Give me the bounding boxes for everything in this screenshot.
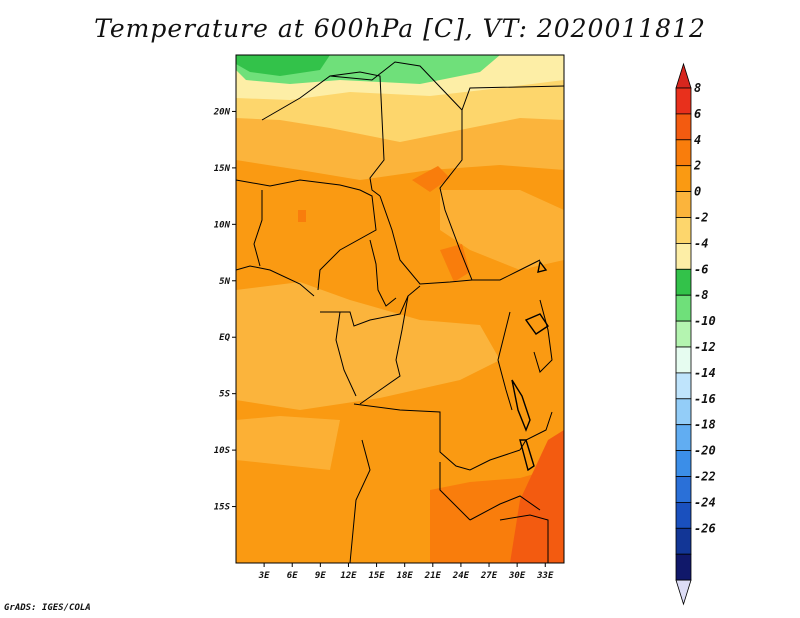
lat-tick-label: 5S xyxy=(219,390,230,400)
colorbar-label: -26 xyxy=(694,521,716,535)
map-frame xyxy=(235,54,565,564)
colorbar-swatch xyxy=(675,450,692,477)
lat-tick-label: 20N xyxy=(213,107,231,117)
lon-tick-label: 6E xyxy=(287,571,298,581)
colorbar-label: 2 xyxy=(693,159,701,173)
lon-tick-label: 12E xyxy=(340,571,357,581)
lon-tick-label: 27E xyxy=(480,571,498,581)
colorbar-swatch xyxy=(675,268,692,296)
colorbar-swatch xyxy=(675,527,692,555)
lat-tick-label: 10N xyxy=(214,220,231,230)
colorbar-label: -20 xyxy=(694,444,716,458)
country-borders xyxy=(235,61,565,564)
lat-tick-label: 5N xyxy=(219,277,230,287)
colorbar-bottom-arrow xyxy=(675,579,692,606)
colorbar-swatch xyxy=(675,501,692,529)
colorbar-label: -12 xyxy=(694,340,716,354)
lat-tick-label: 15S xyxy=(214,503,231,513)
longitude-axis: 3E 6E 9E 12E 15E 18E 21E 24E 27E 30E 33E xyxy=(258,563,554,581)
lon-tick-label: 21E xyxy=(424,571,442,581)
colorbar-label: -10 xyxy=(694,314,716,328)
colorbar-label: 6 xyxy=(694,107,701,121)
colorbar-label: -6 xyxy=(694,262,708,276)
colorbar-swatch xyxy=(675,165,692,192)
colorbar-label: 8 xyxy=(694,81,701,95)
colorbar-swatch xyxy=(675,294,692,322)
colorbar-swatch xyxy=(675,476,692,503)
colorbar-label: 0 xyxy=(694,185,701,199)
colorbar-label: -14 xyxy=(694,366,716,380)
colorbar-swatch xyxy=(675,398,692,426)
lat-tick-label: 10S xyxy=(214,446,231,456)
colorbar-swatch xyxy=(675,424,692,452)
colorbar-label: -8 xyxy=(694,288,708,302)
colorbar-swatch xyxy=(675,553,692,581)
colorbar-label: -16 xyxy=(694,392,716,406)
colorbar-swatch xyxy=(675,113,692,141)
colorbar-label: 4 xyxy=(694,133,701,147)
colorbar-swatch xyxy=(675,346,692,374)
lon-tick-label: 24E xyxy=(452,571,470,581)
colorbar-label: -24 xyxy=(694,495,716,509)
colorbar-label: -2 xyxy=(694,211,708,225)
colorbar-top-arrow xyxy=(675,62,692,89)
colorbar-swatch xyxy=(675,87,692,115)
colorbar-label: -4 xyxy=(694,236,708,250)
credit-text: GrADS: IGES/COLA xyxy=(4,603,91,613)
latitude-axis: 20N 15N 10N 5N EQ 5S 10S 15S xyxy=(213,107,236,513)
lon-tick-label: 30E xyxy=(508,571,526,581)
chart-title: Temperature at 600hPa [C], VT: 202001181… xyxy=(94,14,706,43)
temperature-field xyxy=(236,55,564,563)
lat-tick-label: EQ xyxy=(219,333,230,343)
colorbar-swatch xyxy=(675,242,692,270)
lat-tick-label: 15N xyxy=(214,164,231,174)
lon-tick-label: 15E xyxy=(368,571,385,581)
colorbar-swatch xyxy=(675,320,692,348)
colorbar-swatch xyxy=(675,191,692,218)
lon-tick-label: 3E xyxy=(258,571,270,581)
colorbar-label: -18 xyxy=(694,418,716,432)
lakes xyxy=(511,260,549,472)
lon-tick-label: 9E xyxy=(315,571,326,581)
colorbar: 8 6 4 2 0 -2 -4 -6 -8 -10 -12 -14 -16 -18 -20 -22 -24 -26 xyxy=(675,62,716,606)
lon-tick-label: 18E xyxy=(397,571,414,581)
colorbar-swatch xyxy=(675,217,692,244)
colorbar-swatch xyxy=(675,139,692,167)
lon-tick-label: 33E xyxy=(536,571,554,581)
colorbar-swatch xyxy=(675,372,692,400)
colorbar-label: -22 xyxy=(694,470,716,484)
